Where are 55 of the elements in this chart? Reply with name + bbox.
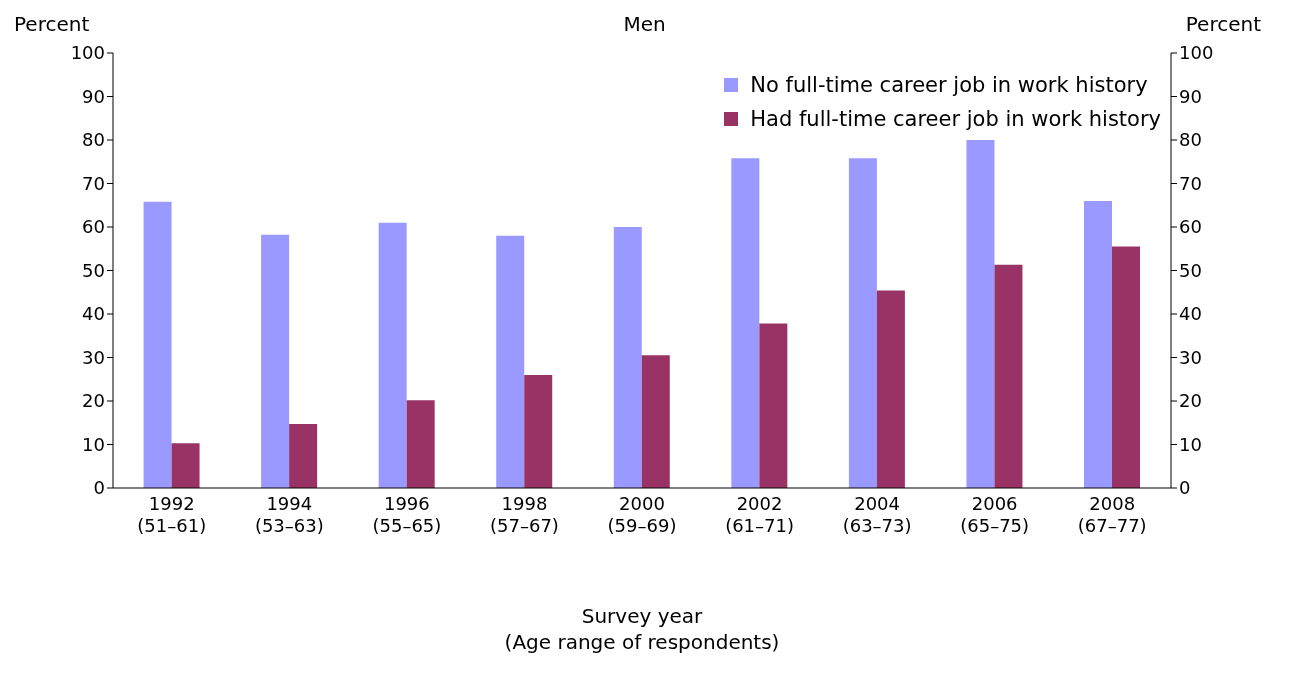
bar	[1112, 246, 1141, 488]
y-tick-label: 0	[93, 477, 105, 499]
x-tick-label: 2004 (63–73)	[842, 493, 912, 536]
chart-title: Men	[623, 12, 666, 36]
x-tick-label: 1996 (55–65)	[372, 493, 442, 536]
y-tick-label: 40	[82, 303, 105, 325]
bar	[496, 235, 525, 488]
bar	[613, 227, 642, 488]
y-tick-label: 80	[82, 129, 105, 151]
y2-tick-label: 10	[1179, 433, 1202, 455]
y2-tick-label: 20	[1179, 390, 1202, 412]
bar	[731, 158, 760, 488]
legend-label: No full-time career job in work history	[750, 72, 1148, 99]
y2-tick-label: 80	[1179, 129, 1202, 151]
y-tick-label: 30	[82, 346, 105, 368]
x-tick-label: 1992 (51–61)	[137, 493, 207, 536]
legend-label: Had full-time career job in work history	[750, 106, 1161, 133]
bar	[261, 234, 290, 488]
bar	[378, 222, 407, 488]
x-tick-label: 2008 (67–77)	[1077, 493, 1147, 536]
bar	[759, 323, 788, 488]
bar	[406, 400, 435, 488]
y2-tick-label: 60	[1179, 216, 1202, 238]
bar	[994, 264, 1023, 488]
y-tick-label: 90	[82, 85, 105, 107]
y2-axis-title: Percent	[1185, 12, 1261, 36]
x-tick-label: 2002 (61–71)	[725, 493, 794, 536]
bar	[289, 424, 318, 488]
y2-tick-label: 90	[1179, 85, 1202, 107]
bar	[524, 374, 553, 488]
y2-tick-label: 100	[1179, 42, 1214, 64]
y-tick-label: 20	[82, 390, 105, 412]
y2-tick-label: 40	[1179, 303, 1202, 325]
y2-tick-label: 0	[1179, 477, 1191, 499]
bar	[876, 290, 905, 488]
y-tick-label: 60	[82, 216, 105, 238]
y2-tick-label: 70	[1179, 172, 1202, 194]
bar	[1084, 200, 1113, 488]
y-tick-label: 50	[82, 259, 105, 281]
y-tick-label: 10	[82, 433, 105, 455]
x-tick-label: 1994 (53–63)	[254, 493, 324, 536]
y-axis-title: Percent	[14, 12, 90, 36]
bar	[171, 443, 200, 488]
x-tick-label: 2006 (65–75)	[960, 493, 1030, 536]
x-axis-title: Survey year (Age range of respondents)	[503, 603, 781, 655]
bar	[848, 158, 877, 488]
bar	[143, 201, 172, 488]
y-tick-label: 100	[70, 42, 105, 64]
bar	[641, 355, 670, 488]
y-tick-label: 70	[82, 172, 105, 194]
x-tick-label: 2000 (59–69)	[607, 493, 677, 536]
bar	[966, 140, 995, 488]
x-tick-label: 1998 (57–67)	[490, 493, 559, 536]
y2-tick-label: 30	[1179, 346, 1202, 368]
y2-tick-label: 50	[1179, 259, 1202, 281]
